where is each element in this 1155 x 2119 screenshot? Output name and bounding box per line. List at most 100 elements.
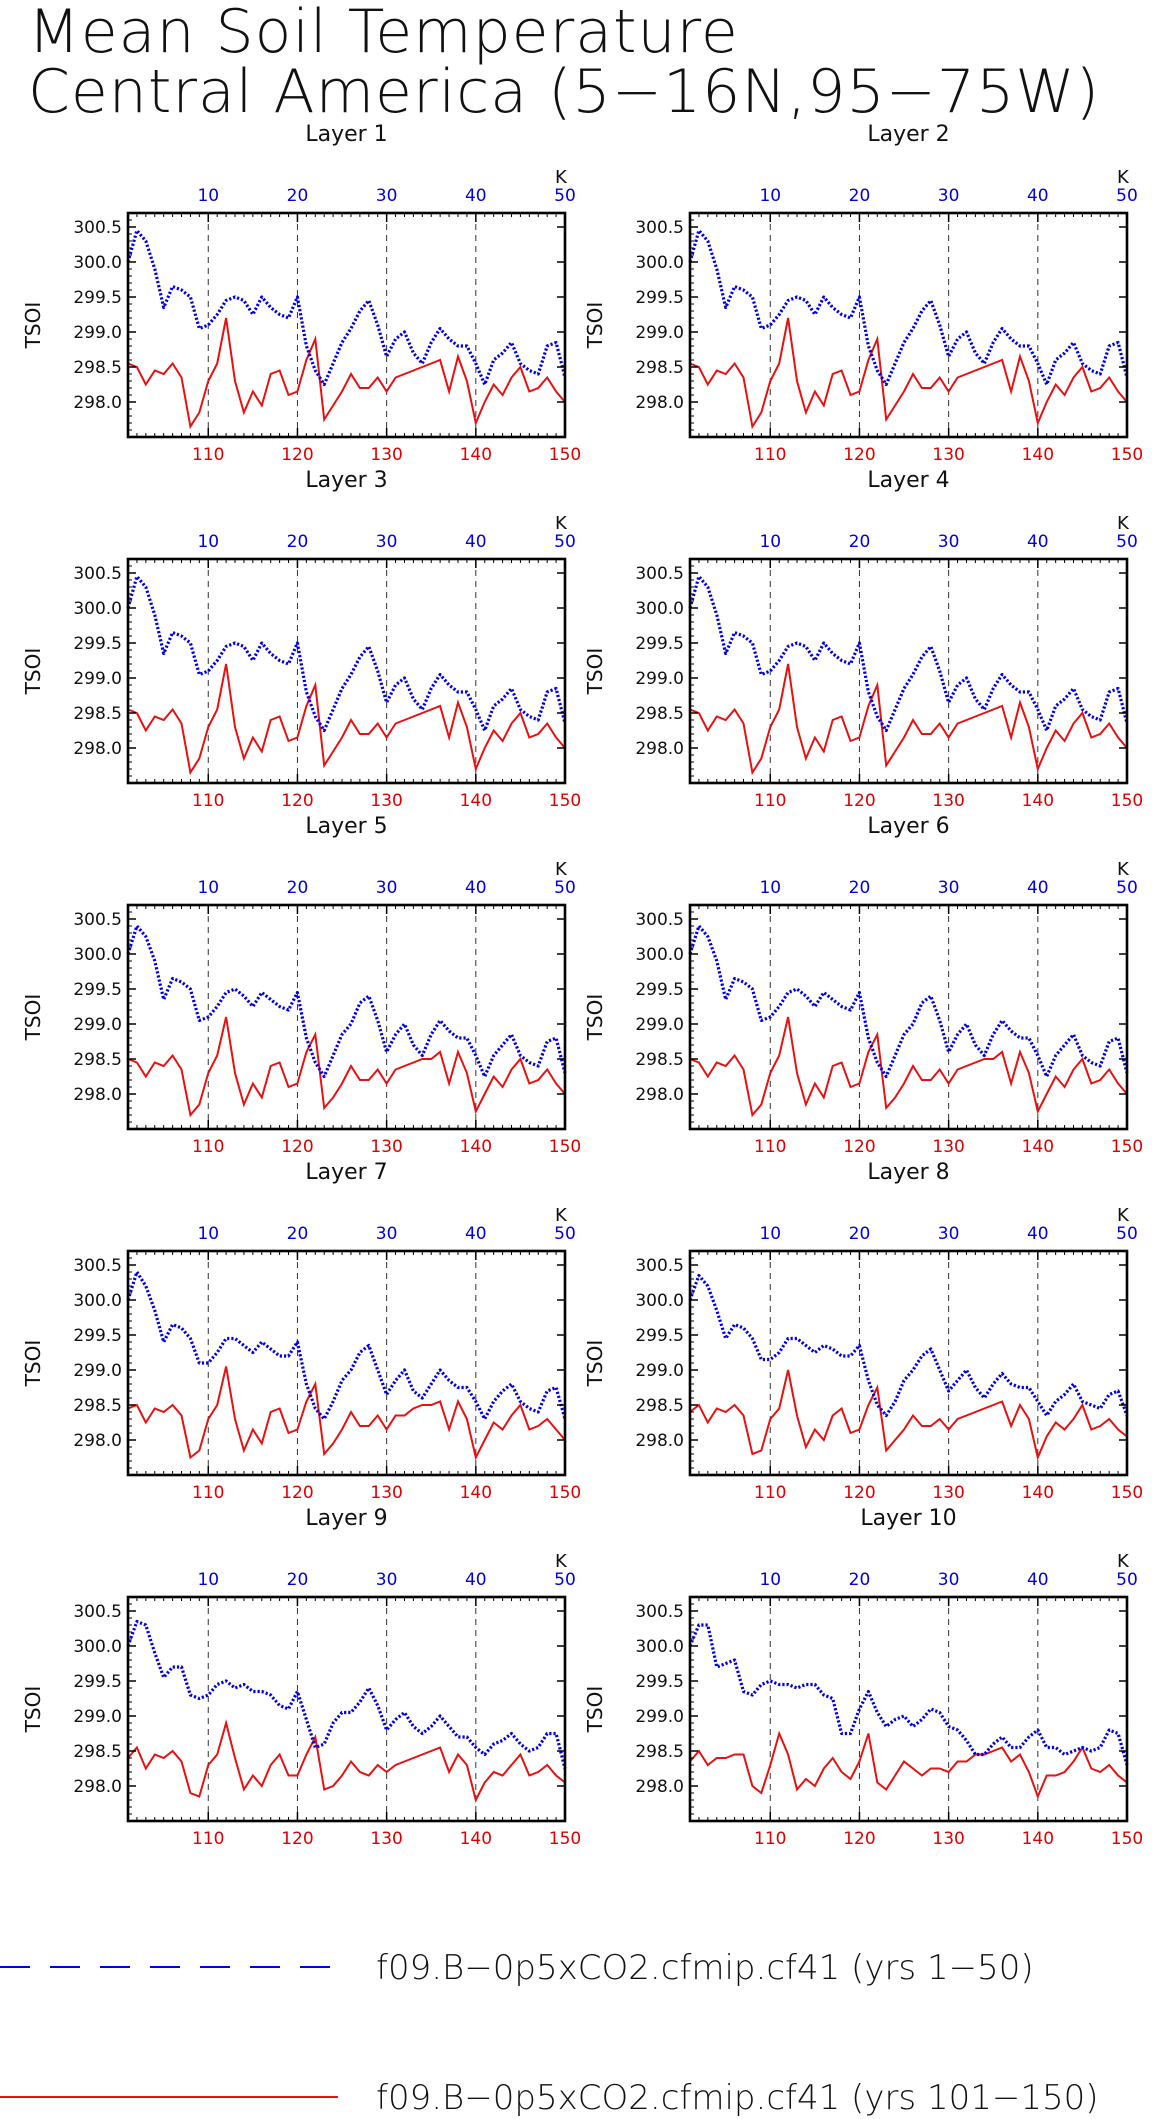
- x-tick-label-top: 20: [287, 1570, 309, 1590]
- x-tick-label-top: 10: [197, 186, 219, 206]
- panel-title: Layer 10: [860, 1506, 956, 1531]
- series-blue-line: [126, 228, 567, 387]
- x-tick-label-bottom: 120: [843, 1829, 875, 1849]
- y-tick-label: 298.5: [635, 1396, 684, 1416]
- y-tick-label: 300.0: [635, 253, 684, 273]
- y-tick-label: 299.5: [73, 634, 122, 654]
- x-tick-label-top: 30: [938, 532, 960, 552]
- x-tick-label-bottom: 130: [370, 791, 402, 811]
- x-tick-label-top: 40: [465, 186, 487, 206]
- panel-title: Layer 3: [305, 468, 387, 493]
- y-tick-label: 300.5: [73, 564, 122, 584]
- x-tick-label-top: 40: [465, 1570, 487, 1590]
- x-tick-label-bottom: 120: [281, 1483, 313, 1503]
- x-tick-label-bottom: 150: [1111, 1137, 1143, 1157]
- y-tick-label: 298.0: [73, 1777, 122, 1797]
- x-tick-label-bottom: 140: [460, 791, 492, 811]
- x-tick-label-top: 40: [1027, 532, 1049, 552]
- panel-layer-2: Layer 2 298.0 298.5 299.0 299.5 300.0 300.5 110…: [583, 122, 1143, 465]
- y-tick-label: 299.0: [635, 669, 684, 689]
- x-tick-label-top: 20: [849, 532, 871, 552]
- y-axis-label: TSOI: [583, 1340, 607, 1388]
- y-tick-label: 299.0: [635, 1707, 684, 1727]
- y-tick-label: 300.5: [635, 1602, 684, 1622]
- x-tick-label-top: 20: [849, 186, 871, 206]
- top-axis-label: K: [555, 1205, 568, 1226]
- x-tick-label-bottom: 140: [1022, 1829, 1054, 1849]
- y-tick-label: 299.0: [635, 323, 684, 343]
- top-axis-label: K: [1117, 859, 1130, 880]
- panel-title: Layer 8: [867, 1160, 949, 1185]
- x-tick-label-bottom: 130: [370, 1829, 402, 1849]
- x-tick-label-bottom: 140: [1022, 1483, 1054, 1503]
- x-tick-label-bottom: 150: [1111, 1483, 1143, 1503]
- series-red-line: [689, 1730, 1128, 1800]
- x-tick-label-top: 40: [465, 532, 487, 552]
- x-tick-label-top: 40: [465, 878, 487, 898]
- x-tick-label-bottom: 130: [932, 1483, 964, 1503]
- legend: f09.B−0p5xCO2.cfmip.cf41 (yrs 1−50) f09.B…: [0, 1948, 1098, 2118]
- panel-frame: [126, 211, 567, 439]
- x-tick-label-bottom: 110: [754, 791, 786, 811]
- x-tick-label-bottom: 130: [370, 1483, 402, 1503]
- y-tick-label: 298.0: [73, 1085, 122, 1105]
- x-tick-label-top: 20: [849, 1224, 871, 1244]
- y-tick-label: 298.0: [635, 393, 684, 413]
- x-tick-label-bottom: 130: [932, 445, 964, 465]
- y-tick-label: 298.0: [635, 1085, 684, 1105]
- legend-item: f09.B−0p5xCO2.cfmip.cf41 (yrs 1−50): [0, 1948, 1034, 1988]
- y-tick-label: 298.0: [73, 393, 122, 413]
- x-tick-label-top: 40: [1027, 878, 1049, 898]
- x-tick-label-bottom: 130: [932, 1137, 964, 1157]
- x-tick-label-bottom: 110: [754, 1829, 786, 1849]
- panel-title: Layer 7: [305, 1160, 387, 1185]
- panel-layer-4: Layer 4 298.0 298.5 299.0 299.5 300.0 300.5 110…: [583, 468, 1143, 811]
- x-tick-label-top: 40: [1027, 1224, 1049, 1244]
- y-tick-label: 298.5: [635, 1050, 684, 1070]
- y-tick-label: 298.5: [73, 1396, 122, 1416]
- x-tick-label-top: 30: [376, 1570, 398, 1590]
- x-tick-label-bottom: 120: [843, 1483, 875, 1503]
- y-tick-label: 299.5: [635, 1672, 684, 1692]
- y-tick-label: 299.5: [635, 980, 684, 1000]
- x-tick-label-bottom: 140: [460, 1137, 492, 1157]
- series-red-line: [689, 1016, 1128, 1118]
- x-tick-label-bottom: 140: [460, 445, 492, 465]
- panel-frame: [688, 1249, 1129, 1477]
- x-tick-label-top: 40: [465, 1224, 487, 1244]
- top-axis-label: K: [555, 167, 568, 188]
- x-tick-label-top: 50: [554, 186, 576, 206]
- y-tick-label: 300.5: [635, 1256, 684, 1276]
- x-tick-label-bottom: 140: [460, 1829, 492, 1849]
- x-tick-label-bottom: 130: [932, 1829, 964, 1849]
- x-tick-label-bottom: 120: [281, 445, 313, 465]
- panel-layer-3: Layer 3 298.0 298.5 299.0 299.5 300.0 300.5 110…: [21, 468, 581, 811]
- panel-layer-8: Layer 8 298.0 298.5 299.0 299.5 300.0 300.5 110…: [583, 1160, 1143, 1503]
- y-tick-label: 300.5: [635, 218, 684, 238]
- y-tick-label: 299.5: [635, 1326, 684, 1346]
- top-axis-label: K: [1117, 513, 1130, 534]
- y-tick-label: 300.5: [73, 218, 122, 238]
- y-tick-label: 299.0: [635, 1361, 684, 1381]
- x-tick-label-top: 10: [759, 186, 781, 206]
- y-tick-label: 299.5: [635, 634, 684, 654]
- y-tick-label: 299.5: [73, 1326, 122, 1346]
- x-tick-label-top: 50: [1116, 1224, 1138, 1244]
- legend-label: f09.B−0p5xCO2.cfmip.cf41 (yrs 1−50): [376, 1948, 1034, 1988]
- x-tick-label-top: 20: [287, 1224, 309, 1244]
- panel-title: Layer 1: [305, 122, 387, 147]
- panel-layer-6: Layer 6 298.0 298.5 299.0 299.5 300.0 300.5 110…: [583, 814, 1143, 1157]
- x-tick-label-bottom: 110: [192, 1483, 224, 1503]
- series-blue-line: [688, 924, 1129, 1079]
- top-axis-label: K: [1117, 167, 1130, 188]
- x-tick-label-top: 50: [1116, 532, 1138, 552]
- x-tick-label-top: 10: [197, 532, 219, 552]
- top-axis-label: K: [1117, 1205, 1130, 1226]
- y-tick-label: 298.0: [73, 739, 122, 759]
- panel-title: Layer 6: [867, 814, 949, 839]
- x-tick-label-top: 40: [1027, 1570, 1049, 1590]
- x-tick-label-top: 30: [938, 186, 960, 206]
- y-tick-label: 299.0: [73, 669, 122, 689]
- series-blue-line: [126, 924, 567, 1079]
- x-tick-label-top: 10: [197, 878, 219, 898]
